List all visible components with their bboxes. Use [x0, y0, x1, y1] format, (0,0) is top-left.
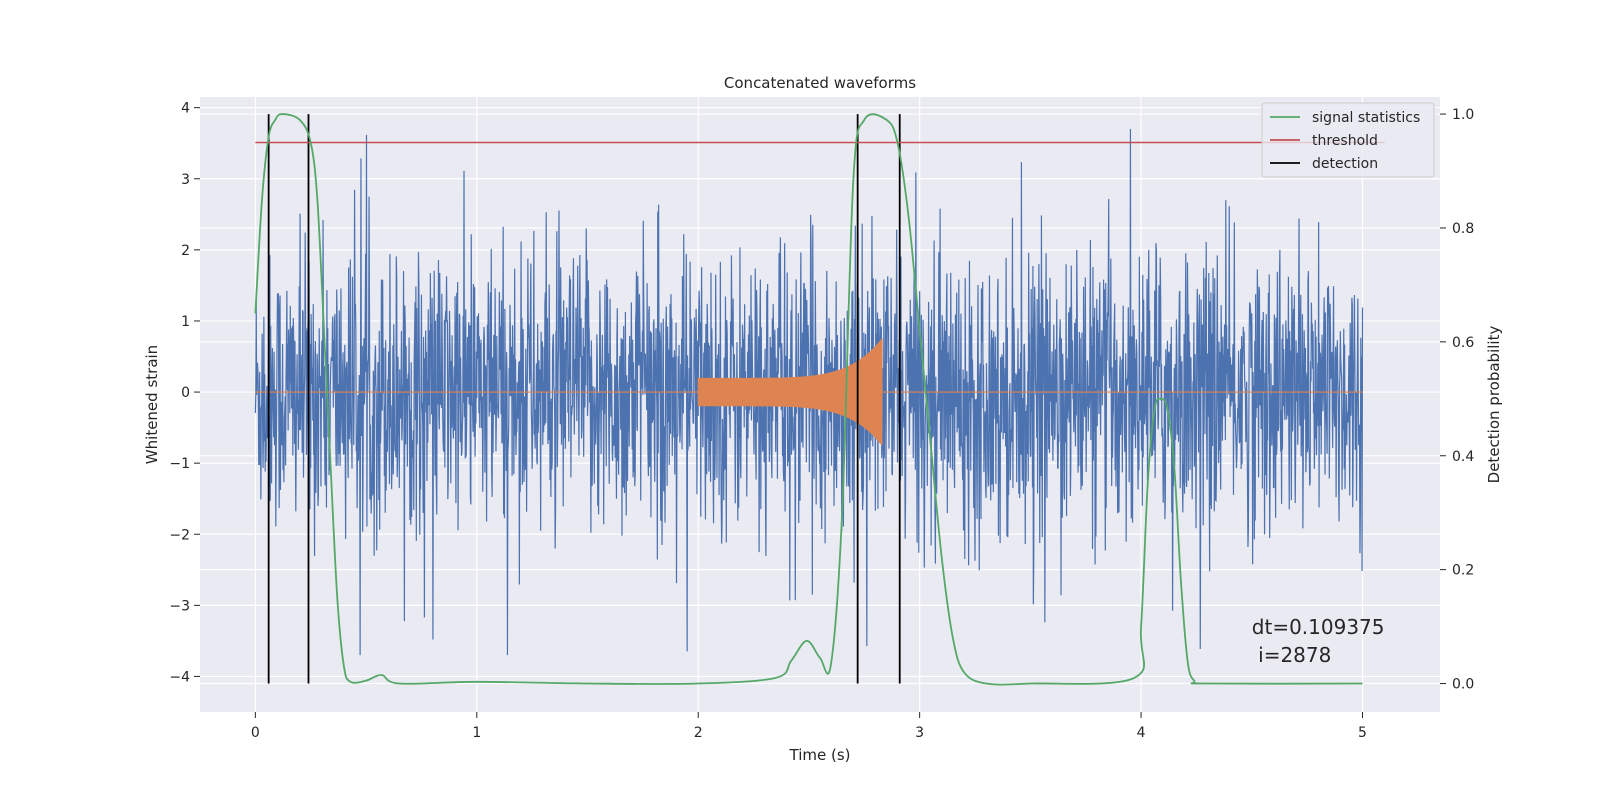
legend-label: threshold [1312, 133, 1378, 149]
x-tick-label: 3 [915, 725, 924, 741]
series-chirp-injection [255, 338, 1363, 446]
annotation-index: i=2878 [1252, 643, 1332, 667]
y-right-tick-label: 1.0 [1452, 107, 1474, 123]
legend-label: detection [1312, 156, 1378, 172]
y-right-tick-label: 0.0 [1452, 677, 1474, 693]
y-right-tick-label: 0.2 [1452, 563, 1474, 579]
legend-label: signal statistics [1312, 110, 1420, 126]
y-tick-label: 1 [181, 314, 190, 330]
y-tick-label: −2 [169, 527, 190, 543]
x-tick-label: 4 [1137, 725, 1146, 741]
y-tick-label: −1 [169, 456, 190, 472]
y-tick-label: 4 [181, 101, 190, 117]
x-tick-label: 5 [1358, 725, 1367, 741]
y-tick-label: 3 [181, 172, 190, 188]
y-tick-label: −3 [169, 598, 190, 614]
annotation-dt: dt=0.109375 [1252, 615, 1385, 639]
legend: signal statistics threshold detection [1261, 102, 1435, 178]
detection-lines [267, 114, 901, 684]
x-tick-label: 2 [694, 725, 703, 741]
y-right-tick-label: 0.8 [1452, 221, 1474, 237]
y-right-tick-label: 0.4 [1452, 449, 1474, 465]
x-tick-label: 1 [472, 725, 481, 741]
left-y-axis: −4 −3 −2 −1 0 1 2 3 4 [169, 101, 200, 685]
y-tick-label: 2 [181, 243, 190, 259]
y-tick-label: −4 [169, 669, 190, 685]
plot-series [254, 113, 1385, 686]
x-axis: 0 1 2 3 4 5 [251, 712, 1367, 741]
y-right-tick-label: 0.6 [1452, 335, 1474, 351]
y-tick-label: 0 [181, 385, 190, 401]
chart-title: Concatenated waveforms [724, 74, 916, 92]
x-axis-label: Time (s) [789, 746, 851, 764]
x-tick-label: 0 [251, 725, 260, 741]
y-axis-right-label: Detection probability [1485, 326, 1503, 484]
legend-frame [1261, 102, 1435, 178]
right-y-axis: 0.0 0.2 0.4 0.6 0.8 1.0 [1440, 107, 1474, 693]
y-axis-label: Whitened strain [143, 345, 161, 464]
series-signal-statistics [254, 113, 1363, 686]
